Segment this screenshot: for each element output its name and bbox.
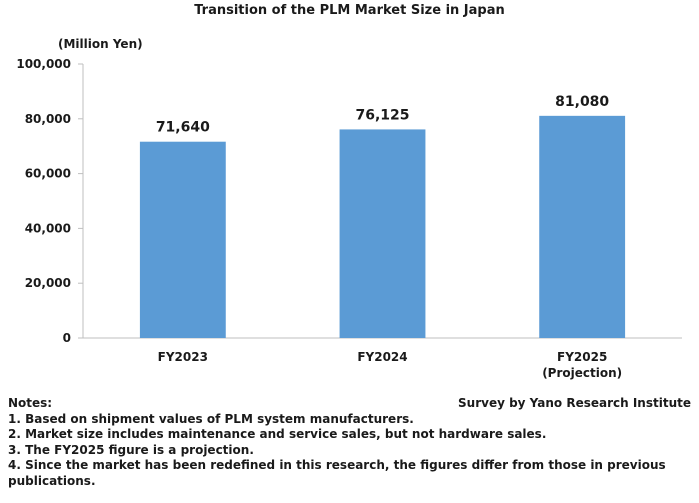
y-axis-unit-label: (Million Yen)	[58, 37, 143, 51]
bar	[339, 129, 426, 338]
note-item: 4. Since the market has been redefined i…	[8, 458, 666, 488]
note-item: 1. Based on shipment values of PLM syste…	[8, 411, 414, 426]
source-credit: Survey by Yano Research Institute	[458, 396, 691, 410]
y-tick-label: 80,000	[25, 112, 71, 126]
bar	[539, 115, 626, 339]
x-tick-label: FY2025 (Projection)	[542, 350, 622, 380]
y-tick-label: 60,000	[25, 167, 71, 181]
note-item: 2. Market size includes maintenance and …	[8, 427, 547, 442]
chart-title: Transition of the PLM Market Size in Jap…	[194, 3, 505, 18]
x-tick-label: FY2023	[158, 350, 208, 364]
notes: Notes: 1. Based on shipment values of PL…	[8, 396, 698, 490]
note-item: 3. The FY2025 figure is a projection.	[8, 442, 254, 457]
bar-data-label: 81,080	[555, 94, 609, 110]
x-tick-label: FY2024	[357, 350, 407, 364]
y-tick-label: 100,000	[16, 57, 71, 71]
bar-data-label: 76,125	[355, 107, 409, 123]
bar-chart: 0 20,000 40,000 60,000 80,000 100,000 71,640 F…	[16, 57, 682, 380]
y-tick-label: 40,000	[25, 221, 71, 235]
y-tick-label: 20,000	[25, 276, 71, 290]
bar-data-label: 71,640	[156, 120, 210, 136]
y-tick-label: 0	[63, 331, 71, 345]
notes-heading: Notes:	[8, 396, 53, 410]
bar	[139, 141, 226, 338]
